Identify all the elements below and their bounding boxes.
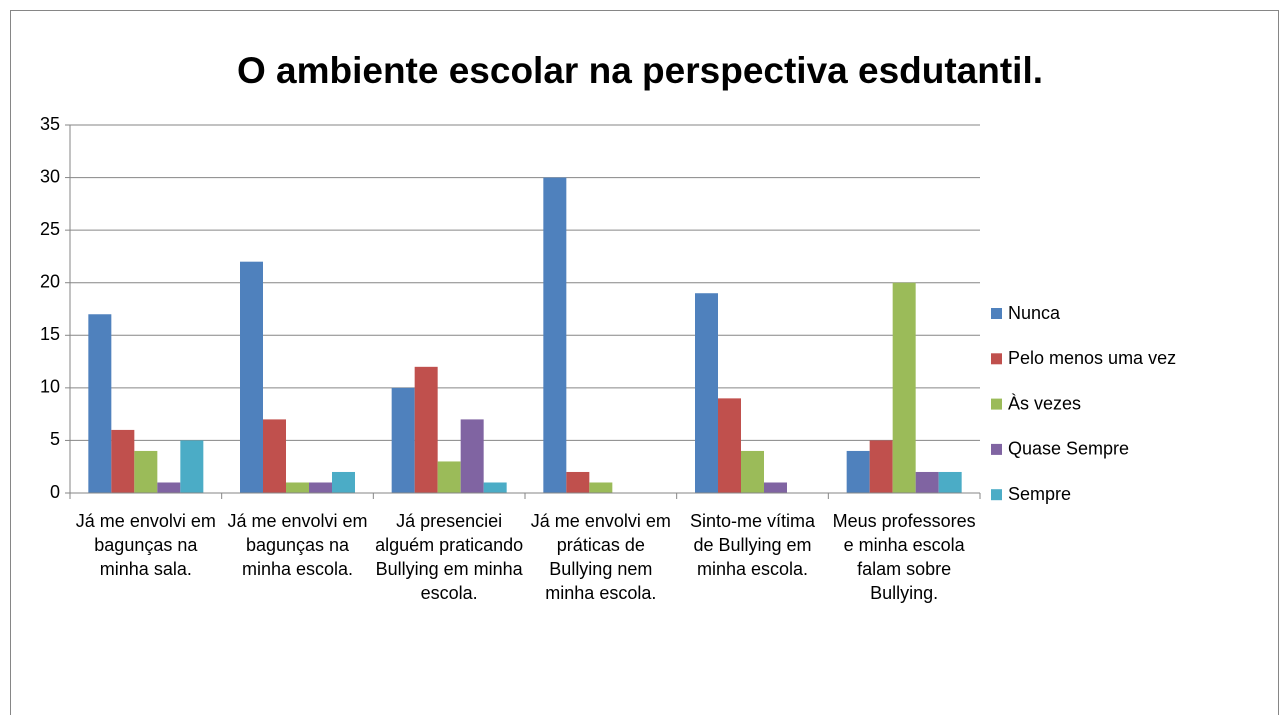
bar [460, 419, 484, 493]
x-tick-label: Já me envolvi em bagunças na minha escol… [227, 511, 368, 579]
bar [695, 293, 718, 493]
legend-swatch [991, 489, 1002, 501]
bar [741, 450, 764, 493]
legend-swatch [991, 443, 1002, 455]
bar [892, 282, 916, 493]
bar [240, 261, 263, 493]
legend-label: Quase Sempre [1008, 439, 1129, 459]
legend-label: Sempre [1008, 484, 1071, 504]
bar [437, 461, 461, 493]
legend-swatch [991, 308, 1002, 319]
y-tick-label: 10 [40, 377, 60, 397]
bar [157, 482, 181, 493]
x-tick-label: Meus professores e minha escola falam so… [832, 511, 976, 603]
x-tick-label: Já me envolvi em práticas de Bullying ne… [530, 511, 671, 603]
bar [915, 471, 939, 493]
legend-swatch [991, 398, 1002, 410]
bar [566, 471, 590, 493]
bar [589, 482, 613, 493]
bar [846, 450, 870, 493]
bar [938, 471, 962, 493]
bar [263, 419, 286, 493]
bar [718, 398, 741, 493]
legend-label: Nunca [1008, 303, 1061, 323]
y-tick-label: 30 [40, 166, 60, 186]
bar [88, 314, 112, 493]
chart-title: O ambiente escolar na perspectiva esduta… [237, 50, 1043, 91]
legend-label: Pelo menos uma vez [1008, 348, 1176, 368]
bar [286, 482, 309, 493]
bar [483, 482, 507, 493]
y-tick-label: 25 [40, 219, 60, 239]
bar [764, 482, 787, 493]
bar [134, 450, 158, 493]
y-tick-label: 20 [40, 271, 60, 291]
bar [180, 440, 204, 493]
legend-label: Às vezes [1008, 393, 1081, 413]
y-tick-label: 0 [50, 482, 60, 502]
bar [332, 471, 355, 493]
bar [391, 387, 415, 493]
bar [869, 440, 893, 493]
legend-swatch [991, 353, 1002, 365]
x-tick-label: Já presenciei alguém praticando Bullying… [375, 511, 524, 603]
x-tick-label: Sinto-me vítima de Bullying em minha esc… [689, 511, 816, 579]
bar [414, 366, 438, 493]
bar [543, 177, 567, 494]
bar [111, 429, 135, 493]
y-tick-label: 35 [40, 114, 60, 134]
x-tick-label: Já me envolvi em bagunças na minha sala. [75, 511, 216, 579]
y-tick-label: 5 [50, 429, 60, 449]
bar [309, 482, 332, 493]
chart-border [10, 10, 1279, 715]
y-tick-label: 15 [40, 324, 60, 344]
